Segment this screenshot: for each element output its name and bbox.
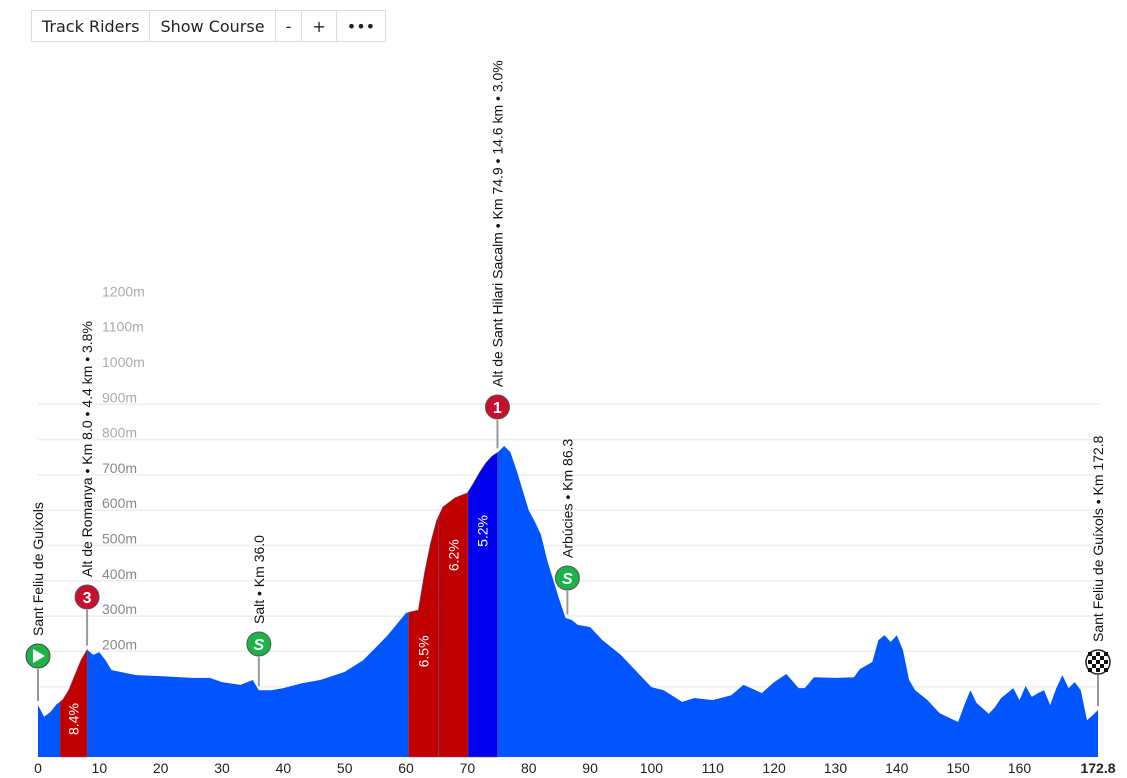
y-tick-label: 1000m bbox=[102, 354, 145, 370]
kom-1-icon: 1 bbox=[484, 394, 510, 420]
sprint-icon-bg bbox=[246, 631, 272, 657]
checkered-flag-icon bbox=[1085, 649, 1111, 675]
marker-label: Salt • Km 36.0 bbox=[251, 535, 267, 624]
checker-square bbox=[1104, 652, 1108, 656]
x-tick-label: 60 bbox=[398, 760, 414, 776]
checker-square bbox=[1088, 668, 1092, 672]
marker-label: Arbúcies • Km 86.3 bbox=[559, 438, 575, 558]
zoom-in-button[interactable]: + bbox=[302, 11, 337, 41]
climb-segment bbox=[59, 648, 88, 758]
x-tick-label: 150 bbox=[946, 760, 970, 776]
y-tick-label: 300m bbox=[102, 601, 137, 617]
checker-square bbox=[1100, 656, 1104, 660]
x-tick-label: 30 bbox=[214, 760, 230, 776]
gradient-label: 6.2% bbox=[445, 539, 461, 571]
y-tick-label: 700m bbox=[102, 460, 137, 476]
elevation-area bbox=[38, 446, 1098, 757]
marker-badge: S bbox=[253, 637, 264, 654]
x-tick-label: 40 bbox=[276, 760, 292, 776]
marker-badge: S bbox=[562, 571, 573, 588]
y-tick-label: 400m bbox=[102, 566, 137, 582]
x-tick-label: 100 bbox=[640, 760, 664, 776]
sprint-icon: S bbox=[554, 565, 580, 591]
marker-label: Alt de Sant Hilari Sacalm • Km 74.9 • 14… bbox=[489, 60, 505, 387]
show-course-button[interactable]: Show Course bbox=[150, 11, 276, 41]
y-tick-label: 600m bbox=[102, 495, 137, 511]
x-tick-label: 90 bbox=[582, 760, 598, 776]
x-tick-label: 160 bbox=[1008, 760, 1032, 776]
x-tick-label: 10 bbox=[92, 760, 108, 776]
marker-label: Sant Feliu de Guíxols • Km 172.8 bbox=[1090, 435, 1106, 642]
more-options-button[interactable]: ••• bbox=[336, 11, 386, 41]
play-icon bbox=[25, 643, 51, 669]
x-tick-label: 80 bbox=[521, 760, 537, 776]
x-tick-label: 130 bbox=[824, 760, 848, 776]
sprint-icon: S bbox=[246, 631, 272, 657]
kom-1-icon-bg bbox=[484, 394, 510, 420]
checker-square bbox=[1092, 664, 1096, 668]
gradient-label: 8.4% bbox=[66, 703, 82, 735]
checker-square bbox=[1092, 656, 1096, 660]
marker-badge: 1 bbox=[493, 400, 502, 417]
checker-square bbox=[1104, 660, 1108, 664]
x-tick-label: 140 bbox=[885, 760, 909, 776]
y-tick-label: 500m bbox=[102, 531, 137, 547]
zoom-out-button[interactable]: - bbox=[275, 11, 303, 41]
x-tick-label: 20 bbox=[153, 760, 169, 776]
x-tick-label: 70 bbox=[460, 760, 476, 776]
x-tick-label: 172.8 bbox=[1080, 760, 1115, 776]
gradient-label: 6.5% bbox=[416, 635, 432, 667]
checker-square bbox=[1100, 664, 1104, 668]
checker-square bbox=[1088, 660, 1092, 664]
marker-label: Sant Feliu de Guíxols bbox=[30, 502, 46, 636]
chart-toolbar: Track Riders Show Course - + ••• bbox=[31, 10, 387, 42]
track-riders-button[interactable]: Track Riders bbox=[32, 11, 151, 41]
x-tick-label: 110 bbox=[702, 760, 725, 776]
play-icon-glyph bbox=[33, 649, 45, 663]
checker-square bbox=[1096, 652, 1100, 656]
x-tick-label: 50 bbox=[337, 760, 353, 776]
x-tick-label: 120 bbox=[762, 760, 786, 776]
y-tick-label: 800m bbox=[102, 425, 137, 441]
checker-square bbox=[1096, 660, 1100, 664]
x-tick-label: 0 bbox=[34, 760, 42, 776]
climb-segment bbox=[467, 451, 498, 758]
kom-3-icon: 3 bbox=[74, 584, 100, 610]
checker-square bbox=[1104, 668, 1108, 672]
climb-segment bbox=[438, 490, 469, 758]
marker-label: Alt de Romanya • Km 8.0 • 4.4 km • 3.8% bbox=[79, 321, 95, 577]
gradient-label: 5.2% bbox=[475, 515, 491, 547]
marker-badge: 3 bbox=[83, 590, 92, 607]
y-tick-label: 900m bbox=[102, 389, 137, 405]
y-tick-label: 1100m bbox=[102, 319, 144, 335]
checker-square bbox=[1088, 652, 1092, 656]
y-tick-label: 200m bbox=[102, 636, 137, 652]
kom-3-icon-bg bbox=[74, 584, 100, 610]
checker-square bbox=[1096, 668, 1100, 672]
sprint-icon-bg bbox=[554, 565, 580, 591]
y-tick-label: 1200m bbox=[102, 283, 145, 299]
